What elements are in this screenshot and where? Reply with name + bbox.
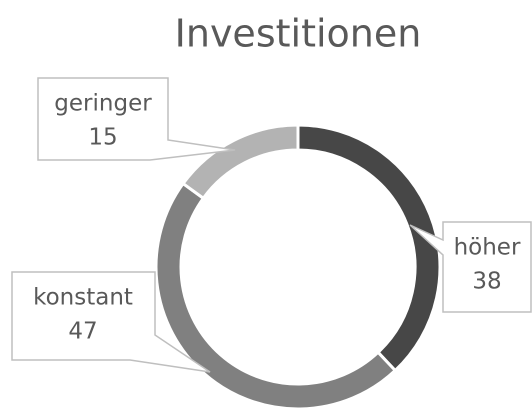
callout-box [409,221,532,313]
data-label-name: höher [454,235,521,261]
data-label-name: geringer [54,91,152,117]
chart-title: Investitionen [175,12,422,56]
data-label-value: 15 [88,125,117,151]
data-label-value: 47 [68,319,97,345]
data-label-name: konstant [33,285,133,311]
callout-box [11,271,211,373]
donut-slice [154,181,398,409]
donut-slice [296,123,442,373]
callout-box [37,77,236,161]
data-label-value: 38 [472,269,501,295]
donut-slice [181,123,300,201]
